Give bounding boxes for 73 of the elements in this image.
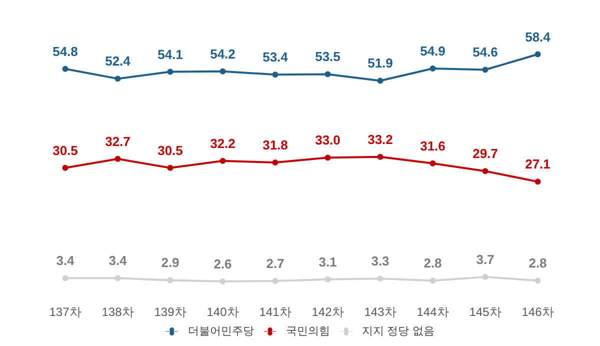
data-label: 54.1	[158, 46, 183, 62]
point	[62, 275, 68, 282]
data-label: 54.9	[420, 44, 446, 59]
point	[62, 164, 68, 171]
data-label: 58.4	[525, 29, 552, 44]
point	[430, 66, 436, 72]
data-label: 31.8	[262, 138, 288, 153]
data-label: 3.3	[371, 254, 390, 269]
data-label: 32.2	[210, 136, 236, 151]
point	[377, 78, 384, 84]
point	[482, 66, 488, 73]
point	[272, 160, 278, 166]
x-tick-label: 140차	[206, 305, 239, 319]
point	[534, 51, 541, 58]
data-label: 2.6	[214, 256, 232, 272]
point	[167, 68, 174, 75]
point	[482, 274, 488, 280]
data-label: 31.6	[420, 138, 446, 154]
x-tick-label: 142차	[312, 305, 344, 319]
x-tick-label: 141차	[259, 305, 292, 319]
x-tick-label: 139차	[154, 305, 186, 319]
point	[220, 158, 226, 164]
legend-label: 지지 정당 없음	[362, 326, 434, 338]
data-label: 27.1	[525, 156, 550, 172]
point	[272, 278, 278, 284]
x-tick-label: 144차	[416, 305, 449, 319]
point	[534, 178, 541, 185]
point	[114, 76, 121, 82]
point	[430, 160, 436, 166]
data-label: 2.8	[424, 256, 442, 271]
point	[324, 276, 331, 282]
point	[114, 275, 121, 282]
data-label: 3.7	[476, 252, 494, 267]
data-label: 54.8	[52, 44, 78, 59]
data-label: 2.9	[161, 255, 180, 270]
data-label: 30.5	[52, 142, 78, 158]
point	[167, 277, 174, 284]
point	[377, 276, 384, 282]
x-tick-label: 143차	[364, 305, 396, 319]
point	[220, 278, 226, 284]
point	[324, 154, 331, 161]
point	[430, 278, 436, 284]
point	[167, 164, 174, 171]
data-label: 51.9	[368, 56, 393, 71]
data-label: 2.8	[528, 256, 547, 271]
point	[482, 168, 488, 174]
data-label: 33.0	[315, 132, 340, 148]
data-label: 3.1	[318, 254, 337, 270]
point	[220, 68, 226, 74]
data-label: 54.2	[210, 46, 236, 62]
point	[62, 66, 68, 72]
point	[377, 154, 384, 160]
data-label: 30.5	[158, 142, 183, 158]
point	[324, 71, 331, 78]
x-tick-label: 145차	[469, 305, 502, 319]
point	[534, 278, 541, 284]
legend-label: 국민의힘	[286, 326, 330, 338]
data-label: 53.4	[262, 50, 289, 65]
data-label: 29.7	[472, 146, 498, 162]
data-label: 32.7	[105, 134, 130, 149]
x-tick-label: 138차	[102, 305, 134, 319]
legend-label: 더불어민주당	[188, 326, 254, 338]
data-label: 2.7	[266, 256, 284, 272]
data-label: 33.2	[368, 132, 393, 147]
x-tick-label: 137차	[49, 305, 82, 319]
x-tick-label: 146차	[522, 305, 554, 319]
data-label: 3.4	[56, 253, 76, 268]
data-label: 52.4	[105, 54, 132, 69]
data-label: 54.6	[472, 44, 498, 60]
data-label: 3.4	[108, 253, 128, 268]
point	[114, 156, 121, 162]
point	[272, 72, 278, 78]
data-label: 53.5	[315, 49, 340, 64]
